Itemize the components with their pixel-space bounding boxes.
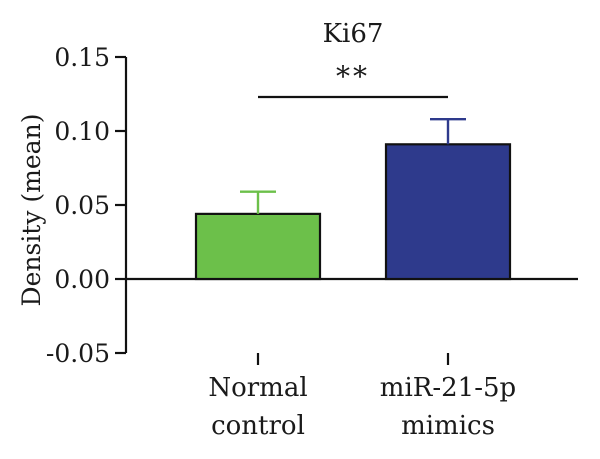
plot-area: -0.05 0.00 0.05 0.10 0.15 Normal control miR-21… [46,43,578,441]
y-tick-label: 0.10 [54,117,110,146]
significance-label: ** [336,60,370,93]
x-tick-label: miR-21-5p [380,373,516,403]
chart-title: Ki67 [323,19,384,49]
y-axis-label: Density (mean) [17,114,46,307]
x-tick-label: Normal [208,373,307,403]
y-tick-label: -0.05 [46,339,110,368]
bar [384,143,512,281]
x-tick-label: mimics [401,411,495,441]
bar [194,212,322,281]
y-tick-label: 0.15 [54,43,110,72]
x-tick-label: control [211,411,305,441]
y-tick-label: 0.05 [54,191,110,220]
y-tick-label: 0.00 [54,265,110,294]
